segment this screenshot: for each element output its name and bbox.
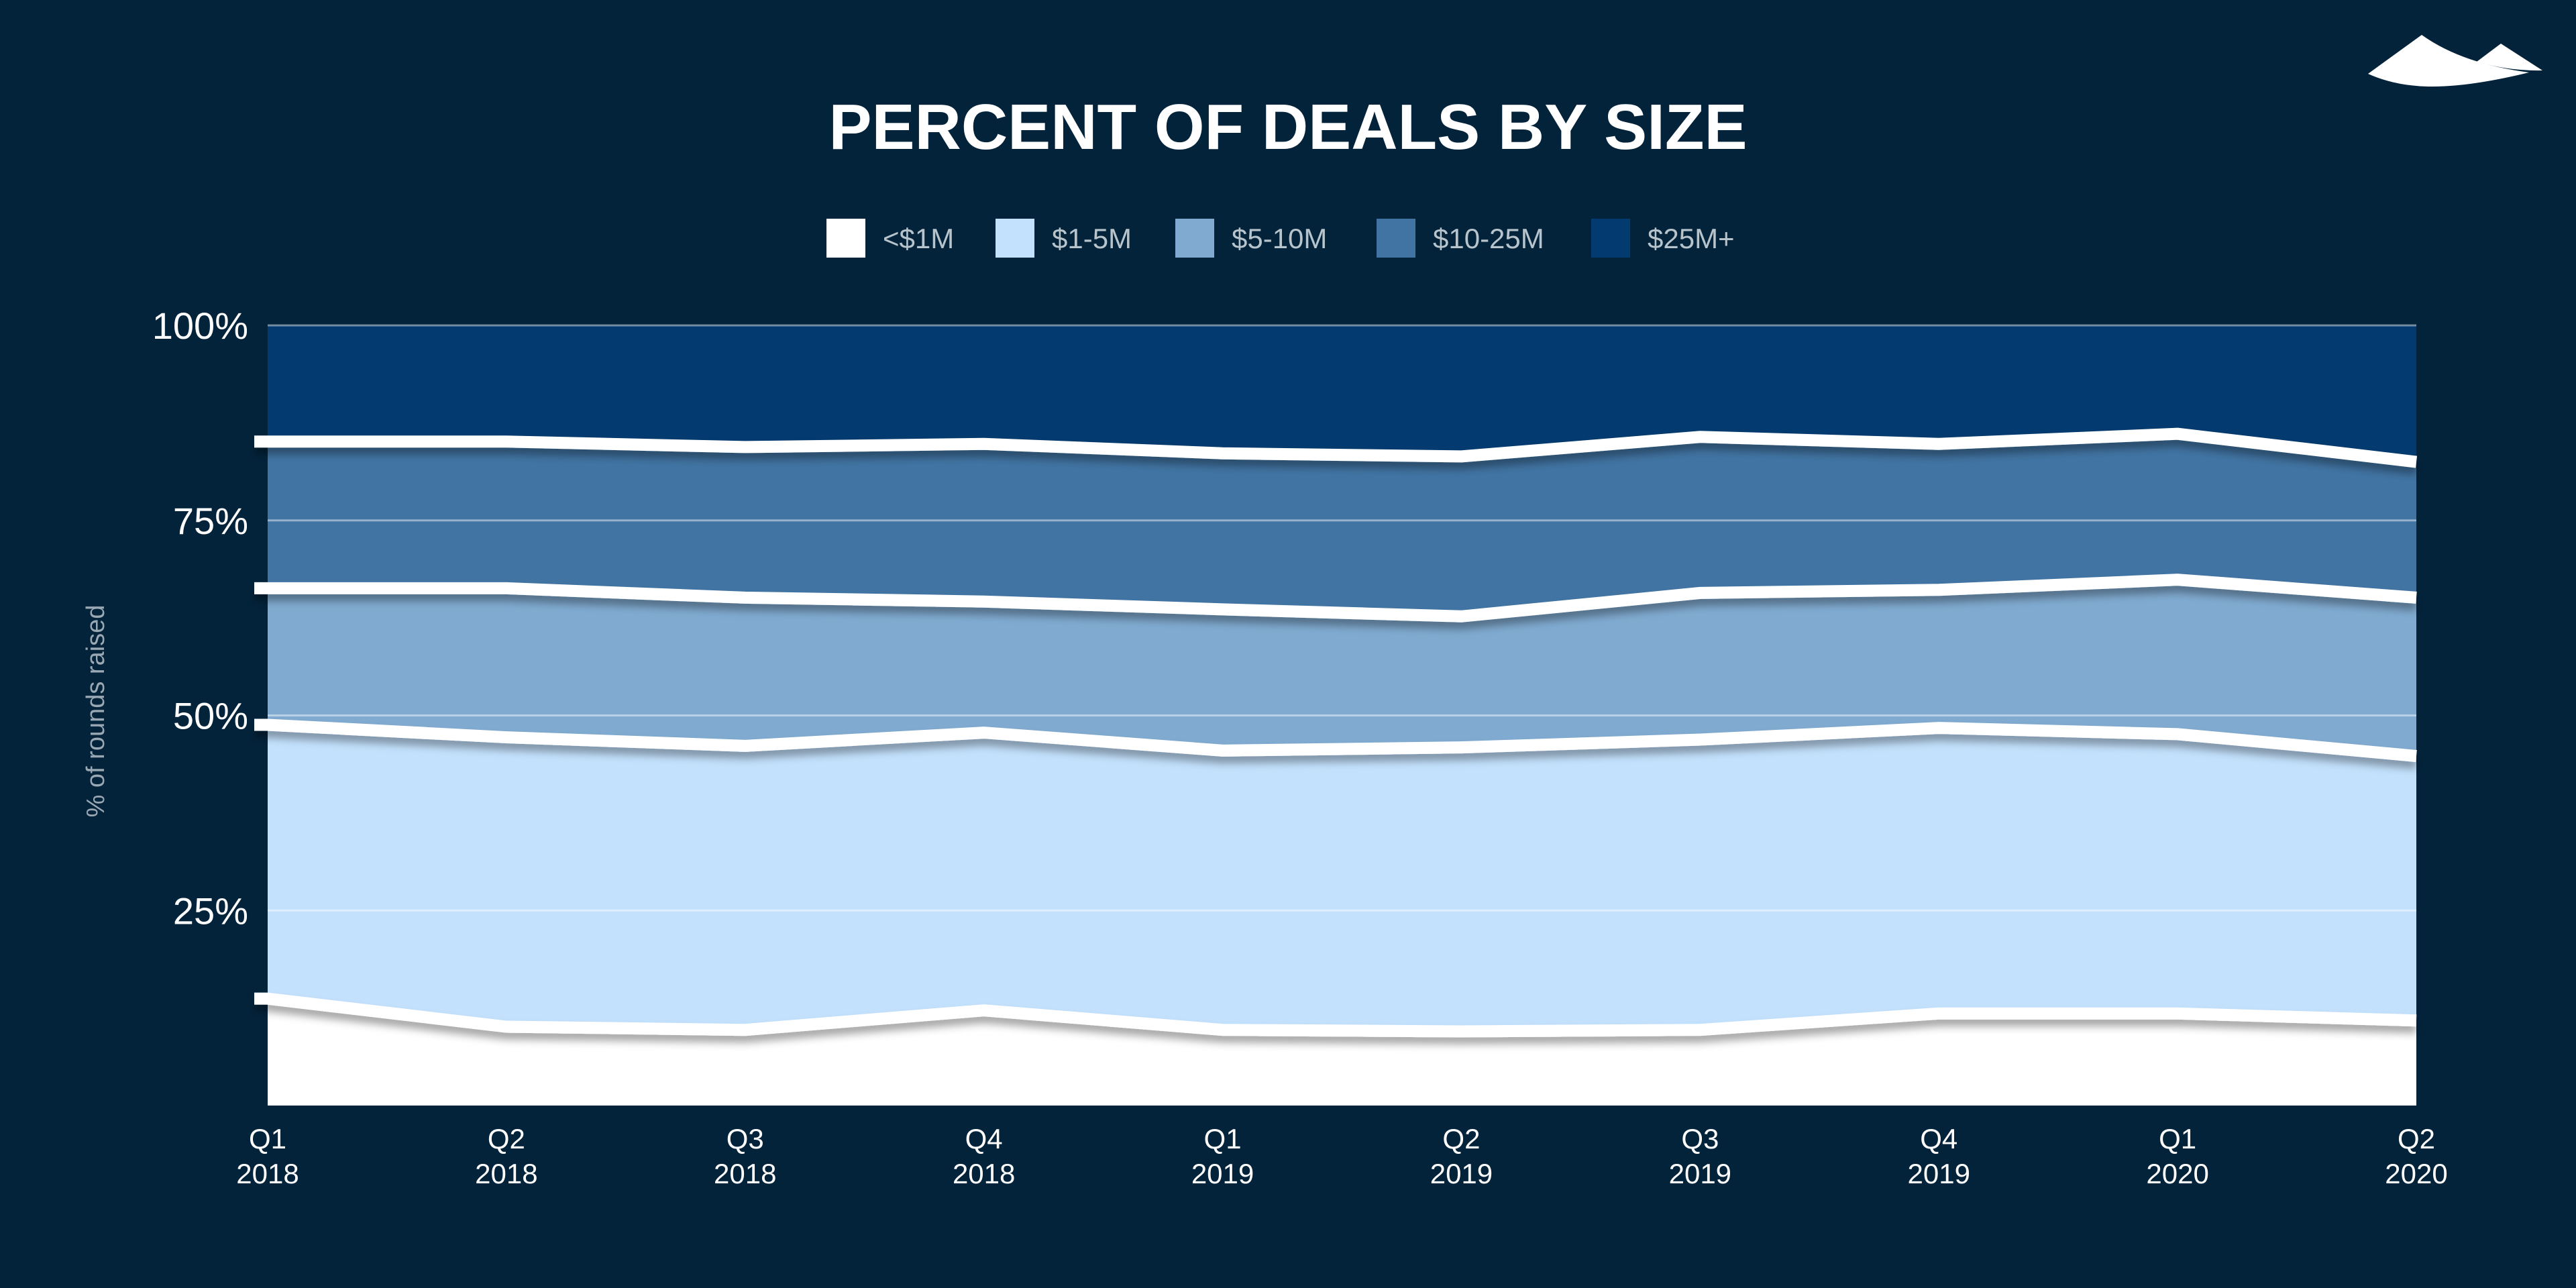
y-tick-label: 50%: [173, 695, 248, 737]
boundary-line: [254, 427, 2418, 468]
legend-label: $10-25M: [1433, 223, 1544, 254]
area--1-5m: [268, 724, 2416, 1032]
area--25m-: [268, 325, 2416, 462]
x-axis-ticks: Q1 2018 Q2 2018 Q3 2018 Q4 2018 Q1 2019 Q2 2019 Q3 20…: [236, 1123, 2447, 1189]
legend: <$1M $1-5M $5-10M $10-25M $25M+: [826, 219, 1735, 258]
x-tick-label: Q4 2018: [953, 1123, 1015, 1189]
chart-title: PERCENT OF DEALS BY SIZE: [828, 91, 1747, 163]
legend-label: $1-5M: [1052, 223, 1132, 254]
legend-swatch: [996, 219, 1034, 258]
legend-label: <$1M: [883, 223, 954, 254]
boundary-line: [254, 718, 2417, 762]
legend-swatch: [1175, 219, 1214, 258]
x-tick-label: Q1 2019: [1191, 1123, 1254, 1189]
x-tick-label: Q2 2019: [1430, 1123, 1493, 1189]
x-tick-label: Q3 2018: [714, 1123, 776, 1189]
x-tick-label: Q2 2020: [2385, 1123, 2447, 1189]
legend-item: <$1M: [826, 219, 954, 258]
legend-swatch: [1377, 219, 1415, 258]
x-tick-label: Q3 2019: [1669, 1123, 1731, 1189]
gridlines: [268, 324, 2416, 912]
area--10-25m: [268, 433, 2416, 616]
x-tick-label: Q1 2020: [2146, 1123, 2208, 1189]
legend-swatch: [1591, 219, 1630, 258]
legend-label: $5-10M: [1232, 223, 1327, 254]
legend-item: $5-10M: [1175, 219, 1327, 258]
y-axis-label: % of rounds raised: [82, 605, 110, 818]
mountains-logo-icon: [2368, 35, 2542, 87]
legend-label: $25M+: [1648, 223, 1735, 254]
legend-item: $1-5M: [996, 219, 1132, 258]
area-layers: [268, 325, 2416, 1106]
legend-swatch: [826, 219, 865, 258]
x-tick-label: Q1 2018: [236, 1123, 299, 1189]
x-tick-label: Q4 2019: [1908, 1123, 1970, 1189]
area--5-10m: [268, 580, 2416, 756]
boundary-lines: [254, 427, 2418, 1038]
y-axis-ticks: 25% 50% 75% 100%: [152, 305, 248, 932]
y-tick-label: 75%: [173, 500, 248, 542]
boundary-line: [254, 574, 2417, 623]
y-tick-label: 25%: [173, 890, 248, 932]
legend-item: $25M+: [1591, 219, 1735, 258]
legend-item: $10-25M: [1377, 219, 1544, 258]
y-tick-label: 100%: [152, 305, 248, 347]
boundary-line: [254, 992, 2417, 1038]
x-tick-label: Q2 2018: [475, 1123, 537, 1189]
